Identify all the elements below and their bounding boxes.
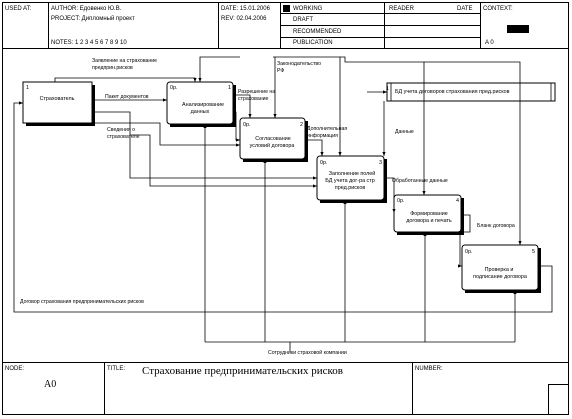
project-field: PROJECT: Дипломный проект <box>51 16 135 22</box>
box-analiz-op: 0р. <box>170 85 178 91</box>
number-label: NUMBER: <box>415 366 443 372</box>
box-formir[interactable]: 0р. 4 Формирование договора и печать <box>393 194 464 235</box>
footer-corner <box>548 384 569 385</box>
diagram-frame <box>2 2 569 415</box>
box-strahovatel-num: 1 <box>26 85 29 91</box>
footer-divider <box>412 362 413 415</box>
label-zayavlenie-1: Заявление на страхование <box>92 58 157 64</box>
header-divider <box>280 13 480 14</box>
footer-corner <box>548 384 549 415</box>
box-analiz-num: 1 <box>228 85 231 91</box>
box-bd-num: 1 <box>386 86 389 92</box>
arrows <box>13 56 553 352</box>
label-obrabot: Обработанные данные <box>392 178 448 184</box>
node-value: A0 <box>44 379 57 390</box>
rev-field: REV: 02.04.2006 <box>221 16 267 22</box>
box-soglasov[interactable]: 0р. 2 Согласование условий договора <box>239 117 308 162</box>
status-working: WORKING <box>293 6 323 12</box>
label-zakon-1: Законодательство <box>277 61 321 67</box>
context-thumbnail <box>507 25 529 33</box>
status-recommended: RECOMMENDED <box>293 29 342 35</box>
date-field: DATE: 15.01.2006 <box>221 6 270 12</box>
label-zakon-2: РФ <box>277 68 284 74</box>
box-soglasov-num: 2 <box>300 122 303 128</box>
status-publication: PUBLICATION <box>293 40 333 46</box>
box-soglasov-label-2: условий договора <box>250 142 295 149</box>
box-strahovatel[interactable]: 1 Страхователь <box>22 81 95 126</box>
footer-top <box>2 362 569 363</box>
title-label: TITLE: <box>107 366 126 372</box>
box-bd[interactable]: 1 БД учета договоров страхования пред.ри… <box>386 82 556 102</box>
box-analiz-label-1: Анализирование <box>182 102 224 108</box>
box-analiz-label-2: данных <box>191 109 210 115</box>
footer-divider <box>104 362 105 415</box>
label-dop-1: Дополнительная <box>307 126 347 132</box>
label-blank: Бланк договора <box>477 223 515 229</box>
box-formir-label-1: Формирование <box>410 211 448 217</box>
label-sotrudniki: Сотрудники страховой компании <box>268 349 347 356</box>
label-dop-2: информация <box>307 133 338 139</box>
box-zapolnenie[interactable]: 0р. 3 Заполнение полей БД учета дог-ра с… <box>316 155 387 203</box>
box-zapolnenie-op: 0р. <box>320 160 328 166</box>
box-formir-num: 4 <box>456 198 459 204</box>
author-field: AUTHOR: Едовенко Ю.В. <box>51 6 122 12</box>
status-checkbox-working[interactable] <box>283 5 290 12</box>
header-bottom <box>2 48 569 49</box>
label-dogovor: Договор страхования предпринимательских … <box>20 299 144 305</box>
reader-date-label: DATE <box>457 6 473 12</box>
notes-field: NOTES: 1 2 3 4 5 6 7 8 9 10 <box>51 40 127 46</box>
header-divider <box>218 2 219 49</box>
context-node: A 0 <box>485 40 494 46</box>
box-soglasov-label-1: Согласование <box>255 136 290 142</box>
box-proverka-op: 0р. <box>465 249 473 255</box>
box-proverka[interactable]: 0р. 5 Проверка и подписание договора <box>461 244 541 293</box>
box-zapolnenie-label-1: Заполнение полей <box>329 170 376 177</box>
box-formir-op: 0р. <box>397 198 405 204</box>
box-proverka-label-2: подписание договора <box>473 274 527 280</box>
reader-label: READER <box>389 6 415 12</box>
box-zapolnenie-label-2: БД учета дог-ра стр <box>325 178 374 184</box>
header-divider <box>48 2 49 49</box>
box-soglasov-op: 0р. <box>243 122 251 128</box>
box-proverka-label-1: Проверка и <box>485 267 514 273</box>
label-razreshenie-2: страхование <box>238 96 269 102</box>
box-zapolnenie-num: 3 <box>379 160 382 166</box>
box-strahovatel-label: Страхователь <box>40 96 75 102</box>
status-draft: DRAFT <box>293 17 313 23</box>
label-zayavlenie-2: предприн.рисков <box>92 65 133 71</box>
node-label: NODE: <box>5 366 25 372</box>
box-zapolnenie-label-3: пред.рисков <box>335 185 366 191</box>
box-formir-label-2: договора и печать <box>406 218 452 224</box>
context-label: CONTEXT: <box>483 6 513 12</box>
label-svedeniya-1: Сведения о <box>107 127 135 133</box>
label-razreshenie-1: Разрешение на <box>238 89 275 95</box>
box-proverka-num: 5 <box>532 249 535 255</box>
header-divider <box>280 37 480 38</box>
label-dannye: Данные <box>395 129 414 135</box>
diagram-title: Страхование предпринимательских рисков <box>142 365 343 377</box>
label-paket: Пакет документов <box>105 94 149 100</box>
box-analiz[interactable]: 0р. 1 Анализирование данных <box>166 81 236 127</box>
box-bd-label: БД учета договоров страхования пред.риск… <box>395 89 510 95</box>
header-divider <box>280 25 480 26</box>
header-divider <box>480 2 481 49</box>
used-at-label: USED AT: <box>5 6 32 12</box>
label-svedeniya-2: страхователе <box>107 134 140 140</box>
